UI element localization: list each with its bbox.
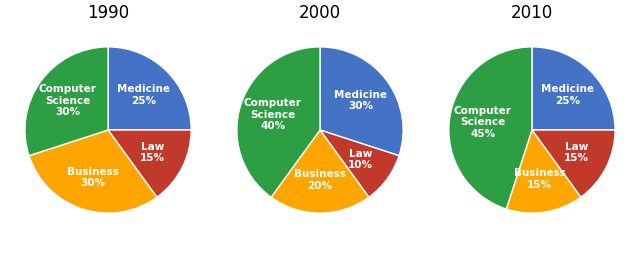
Text: Law
15%: Law 15%	[564, 142, 589, 164]
Title: 1990: 1990	[87, 4, 129, 22]
Wedge shape	[532, 47, 615, 130]
Wedge shape	[320, 47, 403, 156]
Text: Computer
Science
45%: Computer Science 45%	[454, 106, 511, 139]
Text: Business
15%: Business 15%	[514, 168, 566, 190]
Wedge shape	[532, 130, 615, 197]
Text: Medicine
25%: Medicine 25%	[117, 84, 170, 106]
Wedge shape	[108, 47, 191, 130]
Wedge shape	[271, 130, 369, 213]
Wedge shape	[320, 130, 399, 197]
Wedge shape	[25, 47, 108, 156]
Text: Medicine
30%: Medicine 30%	[334, 90, 387, 112]
Wedge shape	[237, 47, 320, 197]
Text: Computer
Science
40%: Computer Science 40%	[244, 98, 301, 131]
Text: Business
30%: Business 30%	[67, 167, 118, 188]
Wedge shape	[29, 130, 157, 213]
Wedge shape	[108, 130, 191, 197]
Title: 2010: 2010	[511, 4, 553, 22]
Text: Computer
Science
30%: Computer Science 30%	[39, 84, 97, 117]
Title: 2000: 2000	[299, 4, 341, 22]
Text: Business
20%: Business 20%	[294, 169, 346, 191]
Text: Law
15%: Law 15%	[140, 142, 165, 164]
Text: Law
10%: Law 10%	[348, 148, 373, 170]
Wedge shape	[449, 47, 532, 209]
Wedge shape	[506, 130, 580, 213]
Text: Medicine
25%: Medicine 25%	[541, 84, 594, 106]
